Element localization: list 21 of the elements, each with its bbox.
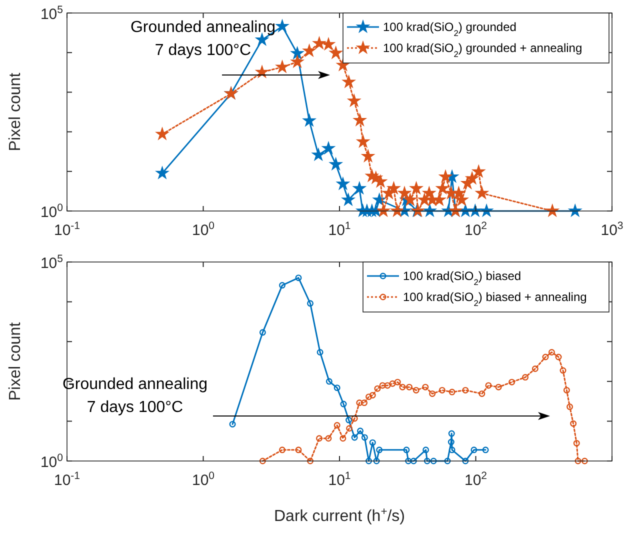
x-tick-label: 10$^{2}$: [464, 470, 488, 489]
x-tick-label: 10$^{1}$: [328, 220, 351, 239]
x-tick-label: 10$^{0}$: [192, 470, 215, 489]
y-tick-label: 10$^{0}$: [40, 202, 64, 221]
annotation: Grounded annealing 7 days 100°C: [130, 19, 276, 59]
x-tick-label: 10$^{1}$: [328, 470, 351, 489]
x-tick-label: 10$^{3}$: [600, 220, 624, 239]
y-axis-title: Pixel count: [7, 72, 24, 152]
x-tick-label: 10$^{2}$: [464, 220, 488, 239]
legend-label: 100 krad(SiO$_{2}$) biased: [403, 269, 522, 287]
legend-label: 100 krad(SiO$_{2}$) grounded + annealing: [383, 41, 582, 59]
legend-label: 100 krad(SiO$_{2}$) biased + annealing: [403, 290, 587, 308]
legend-label: 100 krad(SiO$_{2}$) grounded: [383, 20, 516, 38]
y-tick-label: 10$^{0}$: [40, 452, 64, 471]
y-tick-label: 10$^{5}$: [40, 4, 64, 23]
x-axis-title: Dark current (h$^{+}$/s): [274, 506, 406, 525]
y-axis-title: Pixel count: [7, 322, 24, 401]
y-tick-label: 10$^{5}$: [40, 253, 64, 272]
x-tick-label: 10$^{0}$: [192, 220, 215, 239]
x-tick-label: 10$^{-1}$: [54, 220, 80, 239]
x-tick-label: 10$^{-1}$: [54, 470, 80, 489]
